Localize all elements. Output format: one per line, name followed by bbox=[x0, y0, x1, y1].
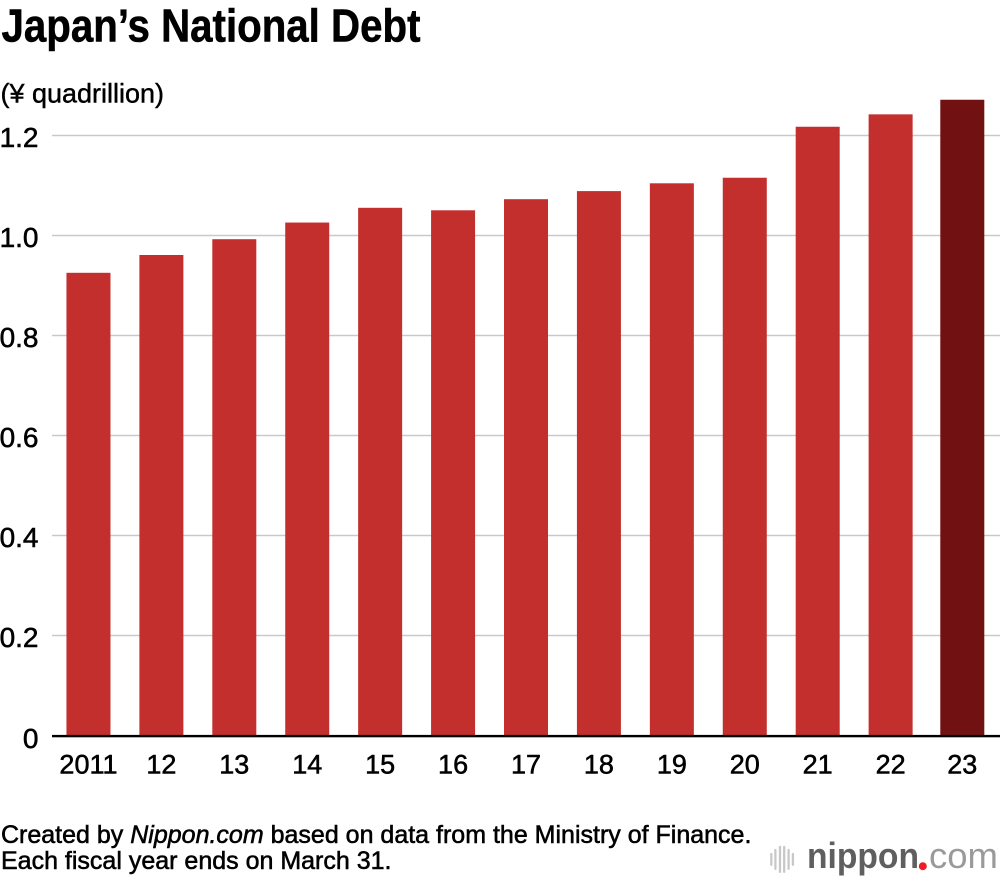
svg-text:14: 14 bbox=[292, 749, 322, 779]
svg-text:(¥ quadrillion): (¥ quadrillion) bbox=[1, 79, 165, 109]
svg-text:Japan’s National Debt: Japan’s National Debt bbox=[2, 0, 421, 52]
svg-text:21: 21 bbox=[803, 749, 833, 779]
svg-text:1.2: 1.2 bbox=[0, 122, 39, 153]
svg-text:2011: 2011 bbox=[59, 749, 117, 779]
svg-text:13: 13 bbox=[219, 749, 249, 779]
svg-text:nippon: nippon bbox=[807, 835, 919, 876]
svg-text:0: 0 bbox=[23, 723, 39, 754]
svg-text:22: 22 bbox=[876, 749, 906, 779]
svg-text:Created by Nippon.com based on: Created by Nippon.com based on data from… bbox=[1, 821, 751, 849]
svg-text:23: 23 bbox=[947, 749, 977, 779]
svg-text:0.4: 0.4 bbox=[0, 522, 39, 553]
svg-text:17: 17 bbox=[511, 749, 541, 779]
svg-text:com: com bbox=[929, 835, 998, 876]
svg-text:12: 12 bbox=[146, 749, 176, 779]
svg-text:0.6: 0.6 bbox=[0, 422, 39, 453]
svg-text:20: 20 bbox=[730, 749, 760, 779]
svg-text:15: 15 bbox=[365, 749, 395, 779]
svg-text:1.0: 1.0 bbox=[0, 222, 39, 253]
svg-text:18: 18 bbox=[584, 749, 614, 779]
svg-text:16: 16 bbox=[438, 749, 468, 779]
svg-text:19: 19 bbox=[657, 749, 687, 779]
svg-text:Each fiscal year ends on March: Each fiscal year ends on March 31. bbox=[1, 847, 391, 875]
svg-text:0.8: 0.8 bbox=[0, 322, 39, 353]
svg-text:0.2: 0.2 bbox=[0, 622, 39, 653]
